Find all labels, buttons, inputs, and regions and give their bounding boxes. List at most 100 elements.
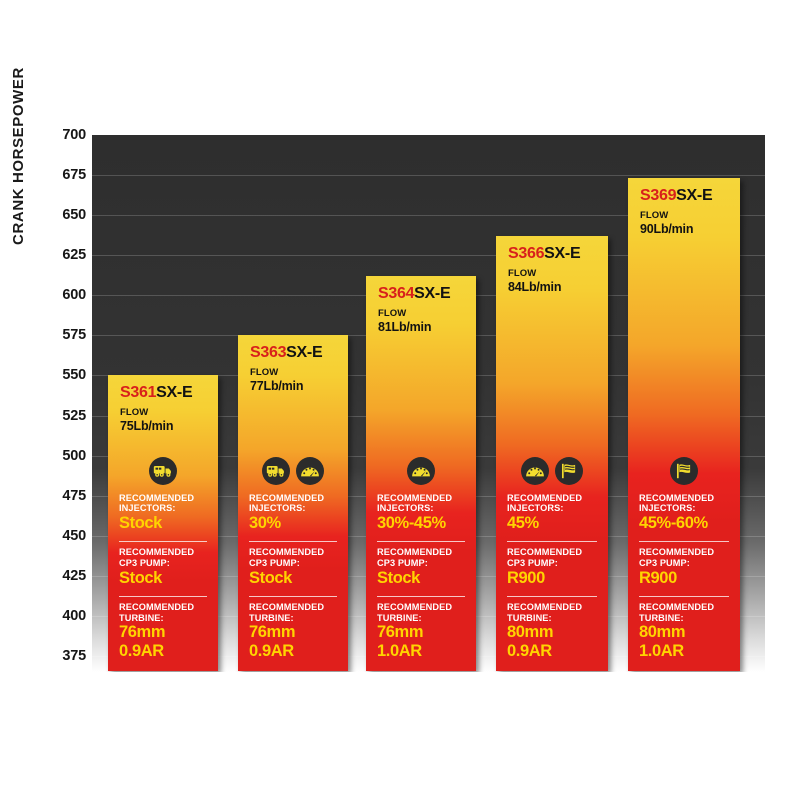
recommended-injectors: RECOMMENDED INJECTORS: 45%-60% (628, 493, 740, 538)
recommended-cp3-pump-label-line2: CP3 PUMP: (249, 557, 300, 568)
recommended-turbine-label-line1: RECOMMENDED (249, 601, 325, 612)
cp3-pump-value: Stock (249, 568, 292, 587)
turbine-size-value: 76mm (377, 623, 424, 642)
bar-header: S363SX-E FLOW 77Lb/min (238, 335, 348, 393)
bar-s361[interactable]: S361SX-E FLOW 75Lb/min RECOMMENDED INJECTORS… (108, 375, 218, 671)
spec-divider (249, 541, 337, 543)
injectors-value: 45%-60% (639, 514, 708, 533)
bar-s363[interactable]: S363SX-E FLOW 77Lb/min RECOMMENDED INJECTORS… (238, 335, 348, 671)
recommended-turbine-label-line2: TURBINE: (639, 612, 684, 623)
bar-model-name: S369SX-E (640, 187, 740, 205)
recommended-turbine: RECOMMENDED TURBINE: 76mm 1.0AR (366, 602, 476, 665)
injectors-value: Stock (119, 514, 162, 533)
y-axis-tick: 675 (62, 167, 86, 184)
recommended-turbine: RECOMMENDED TURBINE: 80mm 1.0AR (628, 602, 740, 665)
bar-header: S366SX-E FLOW 84Lb/min (496, 236, 608, 294)
towing-icon (262, 456, 290, 485)
towing-icon (149, 456, 177, 485)
model-number: S369 (640, 187, 677, 205)
cp3-pump-value: Stock (119, 568, 162, 587)
flow-value: 81Lb/min (378, 319, 432, 334)
model-number: S363 (250, 344, 287, 362)
injectors-value: 30% (249, 514, 281, 533)
bar-bottom-padding (628, 665, 740, 671)
turbine-size-value-line2: 0.9AR (507, 642, 552, 661)
y-axis-tick: 550 (62, 367, 86, 384)
recommended-cp3-pump: RECOMMENDED CP3 PUMP: Stock (108, 547, 218, 592)
cp3-pump-value: Stock (377, 568, 420, 587)
turbine-size-value: 80mm (639, 623, 686, 642)
y-axis-tick: 600 (62, 287, 86, 304)
recommended-turbine-label-line2: TURBINE: (119, 612, 164, 623)
bar-model-name: S364SX-E (378, 285, 476, 303)
recommended-turbine-label-line1: RECOMMENDED (119, 601, 195, 612)
y-axis-tick: 575 (62, 327, 86, 344)
recommended-injectors-label-line2: INJECTORS: (639, 503, 696, 514)
recommended-injectors-label-line1: RECOMMENDED (377, 492, 453, 503)
y-axis-tick: 700 (62, 127, 86, 143)
recommended-injectors-label-line2: INJECTORS: (377, 503, 434, 514)
bar-s369[interactable]: S369SX-E FLOW 90Lb/min RECOMMENDED INJECTORS… (628, 178, 740, 671)
gauge-icon (407, 456, 435, 485)
bar-model-name: S366SX-E (508, 245, 608, 263)
flow-value: 90Lb/min (640, 222, 694, 237)
recommended-injectors: RECOMMENDED INJECTORS: 30% (238, 493, 348, 538)
recommended-turbine-label-line2: TURBINE: (507, 612, 552, 623)
bar-model-name: S363SX-E (250, 344, 348, 362)
recommended-cp3-pump: RECOMMENDED CP3 PUMP: Stock (366, 547, 476, 592)
bar-header: S361SX-E FLOW 75Lb/min (108, 375, 218, 434)
gridline (92, 255, 765, 257)
spec-divider (249, 595, 337, 597)
spec-divider (377, 595, 465, 597)
y-axis-tick: 375 (62, 647, 86, 664)
gridline (92, 215, 765, 217)
turbine-size-value: 80mm (507, 623, 554, 642)
turbine-size-value-line2: 1.0AR (639, 642, 684, 661)
icon-row (628, 456, 740, 485)
gauge-icon (296, 456, 324, 485)
icon-row (238, 456, 348, 485)
recommended-turbine-label-line1: RECOMMENDED (507, 601, 583, 612)
recommended-injectors: RECOMMENDED INJECTORS: Stock (108, 493, 218, 538)
icon-row (496, 456, 608, 485)
recommended-injectors-label-line2: INJECTORS: (507, 503, 564, 514)
gauge-icon (521, 456, 549, 485)
spec-divider (639, 595, 729, 597)
recommended-turbine: RECOMMENDED TURBINE: 76mm 0.9AR (108, 602, 218, 665)
flow-value: 84Lb/min (508, 279, 562, 294)
recommended-cp3-pump: RECOMMENDED CP3 PUMP: Stock (238, 547, 348, 592)
cp3-pump-value: R900 (507, 568, 545, 587)
recommended-injectors-label-line2: INJECTORS: (249, 503, 306, 514)
turbine-size-value-line2: 0.9AR (249, 642, 294, 661)
model-suffix: SX-E (676, 187, 713, 205)
bar-bottom-padding (108, 665, 218, 671)
recommended-cp3-pump-label-line2: CP3 PUMP: (119, 557, 170, 568)
race-flag-icon (670, 456, 698, 485)
bar-s366[interactable]: S366SX-E FLOW 84Lb/min RECOMMENDED INJECTORS… (496, 235, 608, 671)
bar-s364[interactable]: S364SX-E FLOW 81Lb/min RECOMMENDED INJECTORS… (366, 276, 476, 671)
recommended-cp3-pump-label-line2: CP3 PUMP: (639, 557, 690, 568)
y-axis-title: CRANK HORSEPOWER (9, 67, 27, 245)
recommended-turbine: RECOMMENDED TURBINE: 76mm 0.9AR (238, 602, 348, 665)
recommended-turbine-label-line1: RECOMMENDED (639, 601, 715, 612)
flow-label: FLOW (640, 210, 669, 222)
y-axis-tick: 425 (62, 567, 86, 584)
recommended-cp3-pump-label-line1: RECOMMENDED (249, 547, 325, 558)
recommended-turbine-label-line2: TURBINE: (377, 612, 422, 623)
model-suffix: SX-E (156, 384, 193, 402)
flow-label: FLOW (250, 367, 279, 379)
recommended-cp3-pump-label-line1: RECOMMENDED (377, 547, 453, 558)
recommended-injectors: RECOMMENDED INJECTORS: 30%-45% (366, 493, 476, 538)
flow-label: FLOW (120, 407, 149, 419)
model-number: S361 (120, 384, 157, 402)
recommended-injectors-label-line1: RECOMMENDED (249, 492, 325, 503)
turbine-size-value-line2: 0.9AR (119, 642, 164, 661)
recommended-cp3-pump-label-line1: RECOMMENDED (639, 547, 715, 558)
race-flag-icon (555, 456, 583, 485)
y-axis-tick: 450 (62, 527, 86, 544)
y-axis-tick-labels: 700 675 650 625 600 575 550 525 500 475 450 425 400 3… (40, 127, 86, 672)
recommended-cp3-pump-label-line1: RECOMMENDED (507, 547, 583, 558)
injectors-value: 45% (507, 514, 539, 533)
spec-divider (119, 541, 207, 543)
recommended-injectors-label-line1: RECOMMENDED (639, 492, 715, 503)
